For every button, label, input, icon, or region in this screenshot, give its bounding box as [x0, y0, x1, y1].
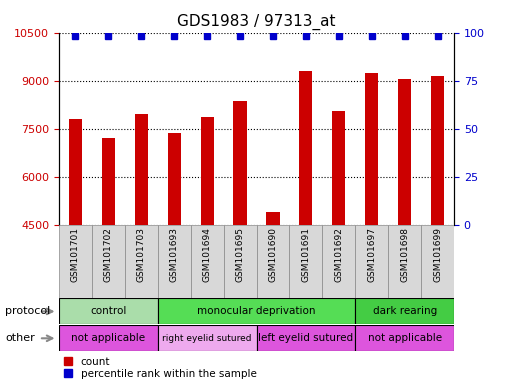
Bar	[398, 79, 411, 225]
Bar	[256, 325, 355, 351]
Bar	[322, 225, 355, 298]
Text: GSM101694: GSM101694	[203, 227, 212, 282]
Bar	[299, 71, 312, 225]
Bar	[332, 111, 345, 225]
Bar	[388, 225, 421, 298]
Text: GSM101692: GSM101692	[334, 227, 343, 282]
Legend: count, percentile rank within the sample: count, percentile rank within the sample	[64, 357, 256, 379]
Text: other: other	[5, 333, 35, 343]
Bar	[102, 138, 115, 225]
Text: GSM101693: GSM101693	[170, 227, 179, 282]
Text: GSM101691: GSM101691	[301, 227, 310, 282]
Bar	[158, 325, 256, 351]
Bar	[421, 225, 454, 298]
Bar	[69, 119, 82, 225]
Text: right eyelid sutured: right eyelid sutured	[163, 334, 252, 343]
Bar	[201, 118, 214, 225]
Text: left eyelid sutured: left eyelid sutured	[259, 333, 353, 343]
Text: GSM101701: GSM101701	[71, 227, 80, 282]
Bar	[289, 225, 322, 298]
Bar	[355, 225, 388, 298]
Bar	[59, 298, 158, 324]
Text: GSM101702: GSM101702	[104, 227, 113, 282]
Bar	[224, 225, 256, 298]
Text: GSM101703: GSM101703	[137, 227, 146, 282]
Bar	[233, 101, 247, 225]
Bar	[355, 298, 454, 324]
Bar	[355, 325, 454, 351]
Text: GSM101695: GSM101695	[235, 227, 245, 282]
Bar	[365, 73, 378, 225]
Text: not applicable: not applicable	[368, 333, 442, 343]
Text: GSM101697: GSM101697	[367, 227, 376, 282]
Bar	[135, 114, 148, 225]
Bar	[431, 76, 444, 225]
Text: not applicable: not applicable	[71, 333, 145, 343]
Bar	[59, 325, 158, 351]
Text: control: control	[90, 306, 127, 316]
Text: monocular deprivation: monocular deprivation	[198, 306, 315, 316]
Text: GSM101698: GSM101698	[400, 227, 409, 282]
Bar	[125, 225, 158, 298]
Bar	[168, 134, 181, 225]
Text: GSM101699: GSM101699	[433, 227, 442, 282]
Title: GDS1983 / 97313_at: GDS1983 / 97313_at	[177, 14, 336, 30]
Bar	[92, 225, 125, 298]
Bar	[256, 225, 289, 298]
Text: GSM101690: GSM101690	[268, 227, 278, 282]
Bar	[266, 212, 280, 225]
Text: dark rearing: dark rearing	[372, 306, 437, 316]
Bar	[158, 225, 191, 298]
Bar	[59, 225, 92, 298]
Bar	[191, 225, 224, 298]
Bar	[158, 298, 355, 324]
Text: protocol: protocol	[5, 306, 50, 316]
